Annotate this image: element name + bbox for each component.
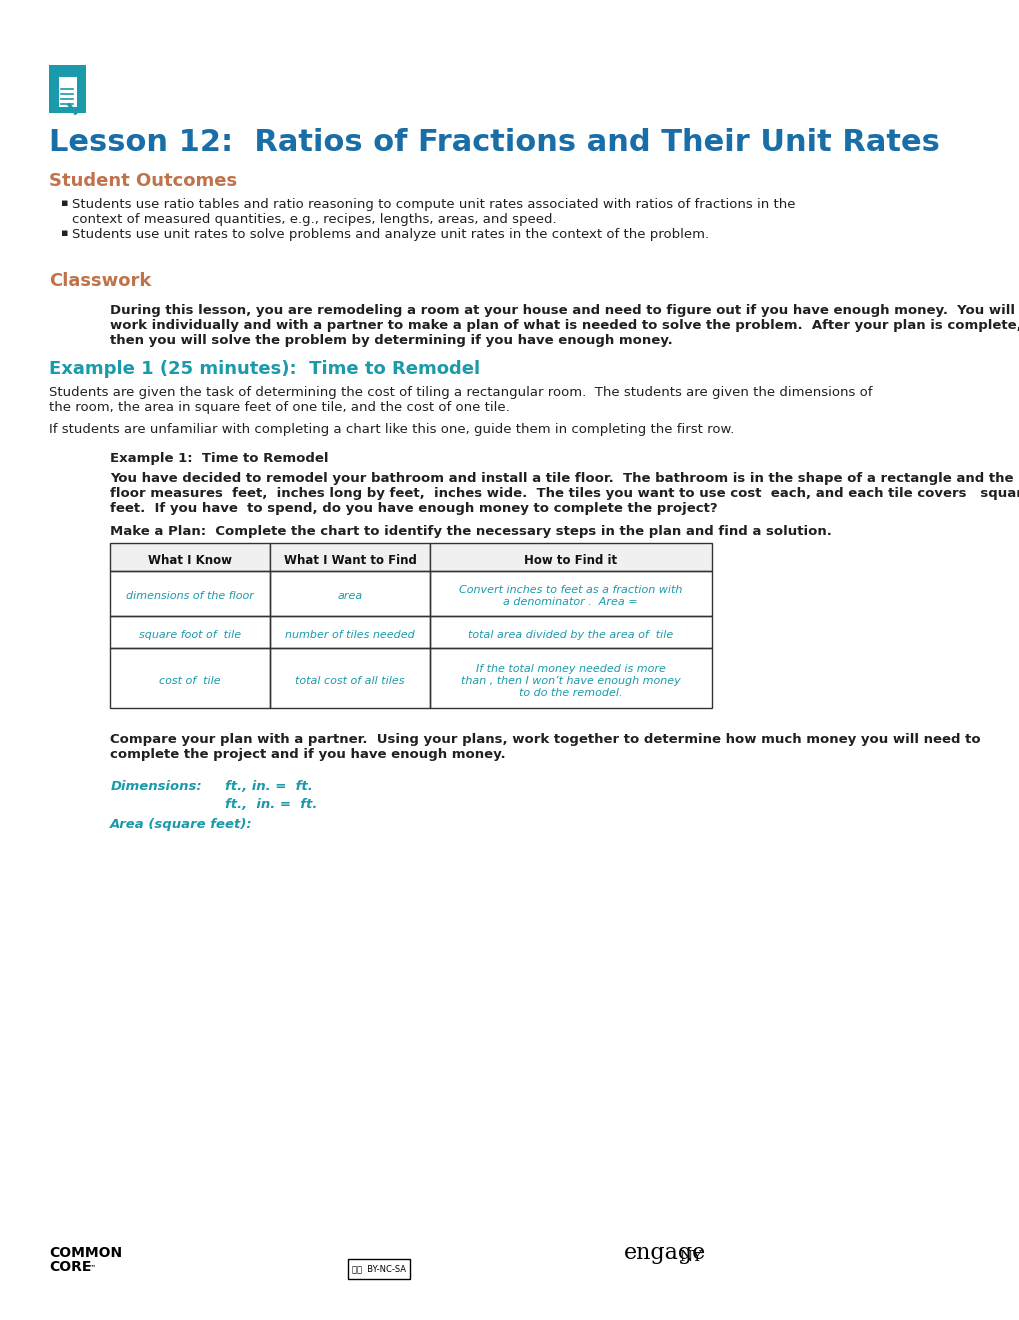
- Bar: [430, 572, 711, 616]
- Text: ft., in. =  ft.: ft., in. = ft.: [224, 780, 312, 793]
- Text: Compare your plan with a partner.  Using your plans, work together to determine : Compare your plan with a partner. Using …: [110, 733, 980, 762]
- Bar: [270, 616, 430, 648]
- Text: square foot of  tile: square foot of tile: [139, 630, 242, 640]
- Text: Students are given the task of determining the cost of tiling a rectangular room: Students are given the task of determini…: [49, 385, 872, 414]
- Text: ▪: ▪: [61, 198, 68, 209]
- Text: If students are unfamiliar with completing a chart like this one, guide them in : If students are unfamiliar with completi…: [49, 422, 734, 436]
- Text: CORE: CORE: [49, 1261, 92, 1274]
- Bar: [270, 572, 430, 616]
- Text: What I Know: What I Know: [148, 554, 232, 568]
- Text: number of tiles needed: number of tiles needed: [285, 630, 415, 640]
- Bar: [430, 616, 711, 648]
- Text: ▪: ▪: [61, 228, 68, 238]
- Text: ft.,  in. =  ft.: ft., in. = ft.: [224, 799, 317, 810]
- Bar: [430, 543, 711, 572]
- Text: During this lesson, you are remodeling a room at your house and need to figure o: During this lesson, you are remodeling a…: [110, 304, 1019, 347]
- Text: Lesson 12:  Ratios of Fractions and Their Unit Rates: Lesson 12: Ratios of Fractions and Their…: [49, 128, 940, 157]
- Text: engage: engage: [624, 1242, 705, 1265]
- Text: to do the remodel.: to do the remodel.: [519, 688, 622, 697]
- Bar: [110, 616, 270, 648]
- Text: COMMON: COMMON: [49, 1246, 122, 1261]
- FancyBboxPatch shape: [49, 65, 86, 114]
- Text: total cost of all tiles: total cost of all tiles: [296, 676, 405, 685]
- Text: Classwork: Classwork: [49, 272, 152, 290]
- Text: How to Find it: How to Find it: [524, 554, 616, 568]
- Text: total area divided by the area of  tile: total area divided by the area of tile: [468, 630, 673, 640]
- Text: Students use ratio tables and ratio reasoning to compute unit rates associated w: Students use ratio tables and ratio reas…: [72, 198, 795, 226]
- FancyBboxPatch shape: [110, 543, 270, 572]
- FancyBboxPatch shape: [270, 543, 430, 572]
- Text: Students use unit rates to solve problems and analyze unit rates in the context : Students use unit rates to solve problem…: [72, 228, 709, 242]
- FancyBboxPatch shape: [58, 77, 76, 107]
- Text: Area (square feet):: Area (square feet):: [110, 818, 253, 832]
- Text: Student Outcomes: Student Outcomes: [49, 172, 237, 190]
- Bar: [270, 543, 430, 572]
- Text: Make a Plan:  Complete the chart to identify the necessary steps in the plan and: Make a Plan: Complete the chart to ident…: [110, 525, 832, 539]
- Text: than , then I won’t have enough money: than , then I won’t have enough money: [461, 676, 680, 685]
- Text: Example 1:  Time to Remodel: Example 1: Time to Remodel: [110, 451, 328, 465]
- Text: cost of  tile: cost of tile: [159, 676, 221, 685]
- Bar: [430, 648, 711, 708]
- Text: What I Want to Find: What I Want to Find: [283, 554, 416, 568]
- Text: Dimensions:: Dimensions:: [110, 780, 202, 793]
- Bar: [110, 543, 270, 572]
- Text: a denominator .  Area =: a denominator . Area =: [503, 597, 638, 607]
- Bar: [110, 572, 270, 616]
- Text: ™: ™: [88, 1265, 96, 1272]
- Text: ⒸⒸ  BY-NC-SA: ⒸⒸ BY-NC-SA: [352, 1265, 406, 1274]
- Text: Convert inches to feet as a fraction with: Convert inches to feet as a fraction wit…: [459, 585, 682, 595]
- Bar: [270, 648, 430, 708]
- Text: NY: NY: [679, 1250, 702, 1265]
- FancyBboxPatch shape: [347, 1259, 410, 1279]
- Text: dimensions of the floor: dimensions of the floor: [126, 591, 254, 601]
- Text: You have decided to remodel your bathroom and install a tile floor.  The bathroo: You have decided to remodel your bathroo…: [110, 473, 1019, 515]
- Text: If the total money needed is more: If the total money needed is more: [476, 664, 665, 673]
- Bar: [110, 648, 270, 708]
- FancyBboxPatch shape: [430, 543, 711, 572]
- Text: area: area: [337, 591, 363, 601]
- Text: Example 1 (25 minutes):  Time to Remodel: Example 1 (25 minutes): Time to Remodel: [49, 360, 480, 378]
